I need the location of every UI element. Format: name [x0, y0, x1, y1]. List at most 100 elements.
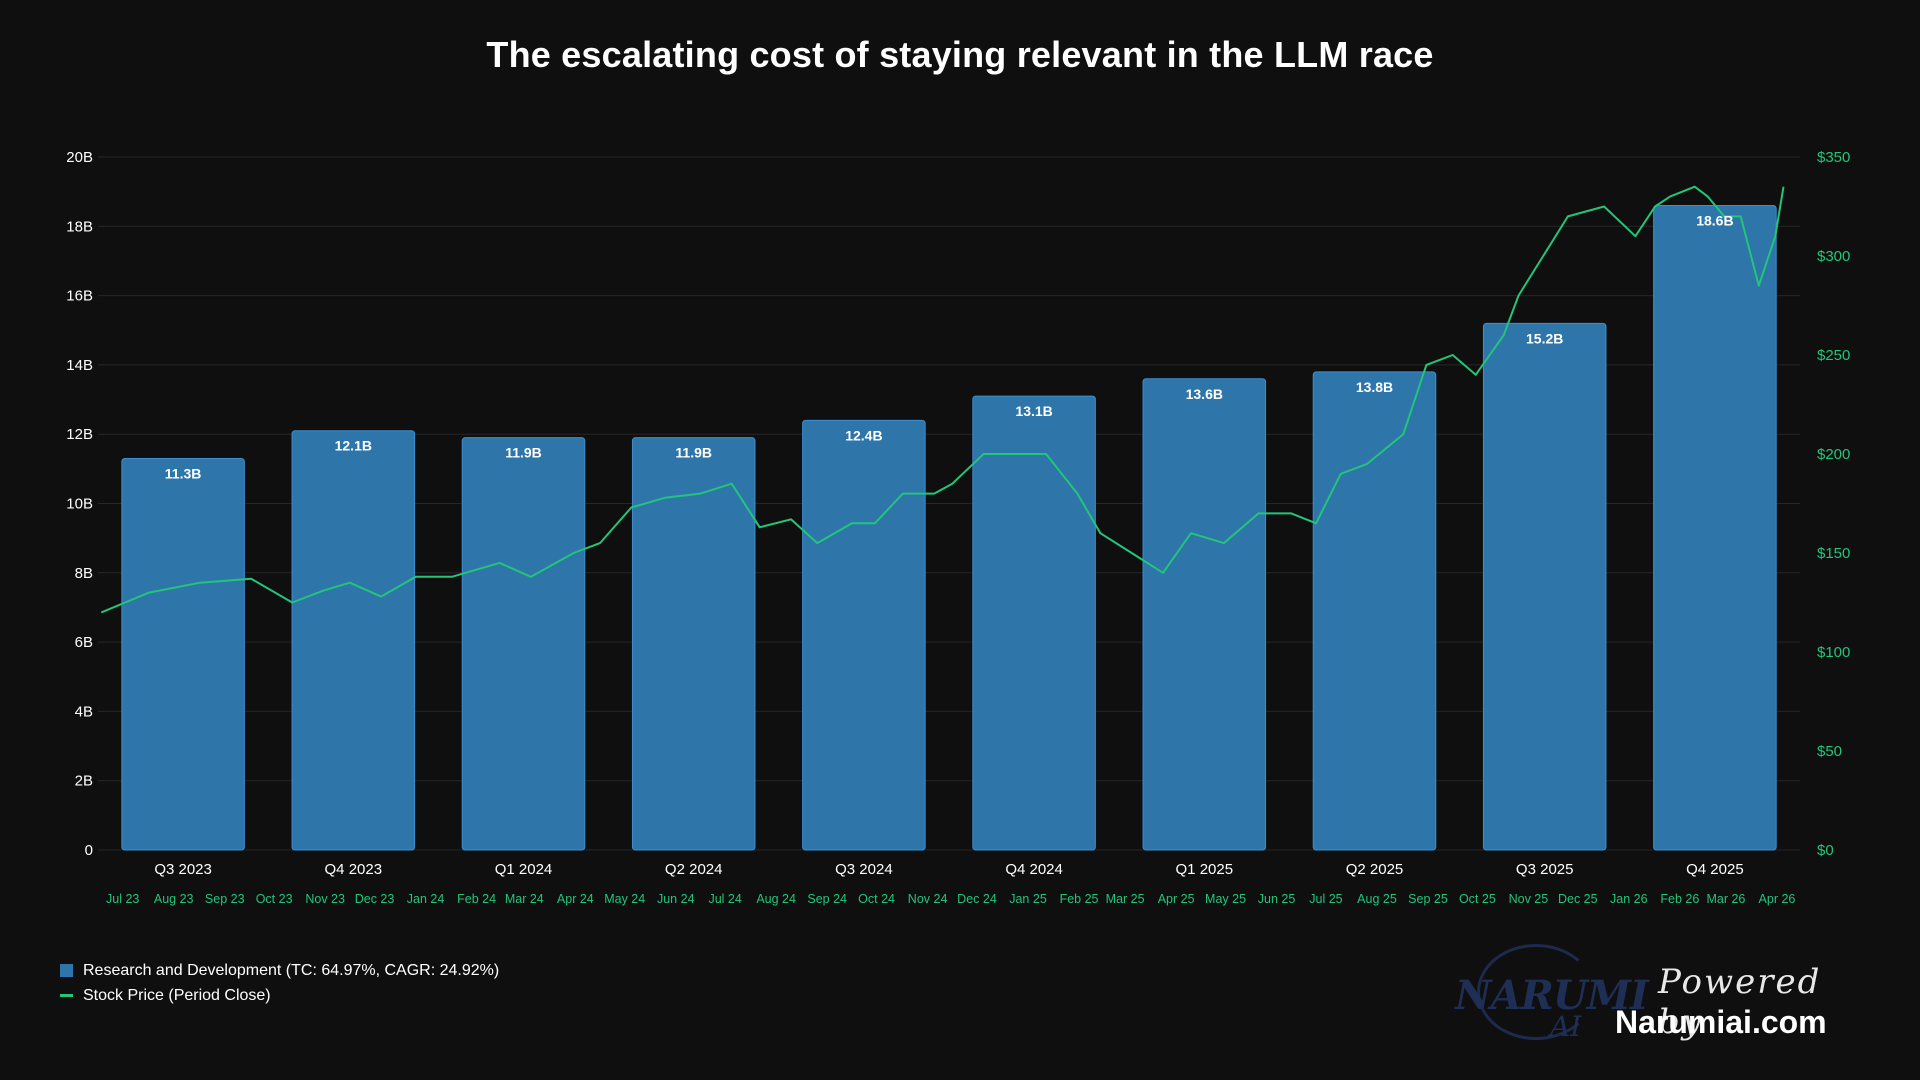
logo-text: NARUMI: [1455, 972, 1649, 1019]
bar-value-label: 18.6B: [1696, 213, 1733, 229]
bar-value-label: 13.1B: [1015, 403, 1052, 419]
bar-value-label: 12.4B: [845, 427, 882, 443]
x-month-label: Jan 25: [1009, 892, 1047, 906]
x-month-label: Mar 24: [505, 892, 544, 906]
y-left-tick-label: 16B: [66, 288, 93, 305]
x-month-label: Jul 25: [1309, 892, 1342, 906]
x-month-label: Jan 24: [407, 892, 445, 906]
x-month-label: Sep 24: [807, 892, 847, 906]
x-month-label: Aug 23: [154, 892, 194, 906]
x-month-label: Jul 24: [708, 892, 741, 906]
x-month-label: Jun 24: [657, 892, 695, 906]
y-left-tick-label: 14B: [66, 357, 93, 374]
y-left-tick-label: 4B: [75, 703, 93, 720]
x-month-label: May 24: [604, 892, 645, 906]
rd-bar[interactable]: [291, 430, 416, 851]
legend-swatch-stock: [60, 994, 73, 997]
rd-bar[interactable]: [631, 437, 756, 851]
bar-value-label: 13.6B: [1186, 386, 1223, 402]
logo-ring-icon: [1477, 944, 1595, 1040]
y-left-tick-label: 20B: [66, 149, 93, 166]
logo-sub: AI: [1550, 1010, 1582, 1043]
y-right-tick-label: $250: [1817, 347, 1850, 364]
legend-swatch-rd: [60, 964, 73, 977]
legend-item-stock[interactable]: Stock Price (Period Close): [60, 983, 499, 1008]
legend-label-stock: Stock Price (Period Close): [83, 986, 271, 1004]
y-right-tick-label: $150: [1817, 545, 1850, 562]
x-category-label: Q2 2024: [665, 861, 723, 878]
x-month-label: Nov 23: [305, 892, 345, 906]
rd-bar[interactable]: [1482, 322, 1607, 851]
y-right-tick-label: $300: [1817, 248, 1850, 265]
y-left-tick-label: 2B: [75, 773, 93, 790]
rd-bar[interactable]: [1312, 371, 1437, 851]
x-month-label: Feb 24: [457, 892, 496, 906]
bar-value-label: 12.1B: [335, 438, 372, 454]
rd-bar[interactable]: [1142, 378, 1267, 851]
x-month-label: Dec 23: [355, 892, 395, 906]
legend: Research and Development (TC: 64.97%, CA…: [60, 958, 499, 1008]
y-right-tick-label: $350: [1817, 149, 1850, 166]
y-right-tick-label: $100: [1817, 644, 1850, 661]
y-left-tick-label: 12B: [66, 426, 93, 443]
x-category-label: Q1 2024: [495, 861, 553, 878]
y-right-tick-label: $200: [1817, 446, 1850, 463]
x-category-label: Q4 2023: [325, 861, 383, 878]
rd-bar[interactable]: [121, 457, 245, 851]
watermark: NARUMI AI Powered by Narumiai.com: [1455, 938, 1865, 1048]
x-month-label: Mar 25: [1106, 892, 1145, 906]
x-category-label: Q1 2025: [1176, 861, 1234, 878]
bar-value-label: 15.2B: [1526, 330, 1563, 346]
y-right-tick-label: $0: [1817, 842, 1834, 859]
x-month-label: Oct 24: [858, 892, 895, 906]
x-month-label: Aug 24: [756, 892, 796, 906]
bars: [121, 205, 1777, 851]
x-month-label: Sep 25: [1408, 892, 1448, 906]
y-left-tick-label: 8B: [75, 565, 93, 582]
x-month-label: Jun 25: [1258, 892, 1296, 906]
powered-by-text: Powered by: [1658, 962, 1822, 1042]
x-month-label: Apr 26: [1759, 892, 1796, 906]
rd-bar[interactable]: [1653, 205, 1777, 851]
narumi-logo: NARUMI AI: [1455, 944, 1649, 1044]
rd-bar[interactable]: [802, 419, 926, 851]
chart-title: The escalating cost of staying relevant …: [486, 34, 1434, 75]
stock-line-layer: [100, 185, 1785, 614]
x-month-label: Feb 26: [1660, 892, 1699, 906]
legend-label-rd: Research and Development (TC: 64.97%, CA…: [83, 961, 500, 979]
bar-value-label: 11.3B: [165, 465, 202, 481]
axes: 0 2B 4B 6B 8B 10B 12B 14B 16B 18B 20B $0 $50 $100 $150…: [66, 149, 1850, 906]
x-month-label: Apr 24: [557, 892, 594, 906]
x-month-label: Jan 26: [1610, 892, 1648, 906]
stock-price-line[interactable]: [100, 185, 1785, 614]
x-category-label: Q3 2024: [835, 861, 893, 878]
bar-labels: 11.3B 12.1B 11.9B 11.9B 12.4B 13.1B 13.6B 13.8B…: [165, 213, 1734, 482]
site-name: Narumiai.com: [1615, 1004, 1827, 1040]
rd-bar[interactable]: [972, 395, 1096, 851]
x-month-label: Oct 23: [256, 892, 293, 906]
y-left-tick-label: 0: [85, 842, 93, 859]
x-category-label: Q3 2025: [1516, 861, 1574, 878]
x-category-label: Q4 2024: [1005, 861, 1063, 878]
x-month-label: Jul 23: [106, 892, 139, 906]
x-month-label: May 25: [1205, 892, 1246, 906]
rd-bar[interactable]: [461, 437, 586, 851]
x-month-label: Feb 25: [1060, 892, 1099, 906]
x-month-label: Apr 25: [1158, 892, 1195, 906]
x-category-label: Q2 2025: [1346, 861, 1404, 878]
x-month-label: Dec 25: [1558, 892, 1598, 906]
y-right-tick-label: $50: [1817, 743, 1842, 760]
x-month-label: Oct 25: [1459, 892, 1496, 906]
x-category-label: Q3 2023: [154, 861, 212, 878]
x-category-label: Q4 2025: [1686, 861, 1744, 878]
x-month-label: Mar 26: [1706, 892, 1745, 906]
bar-value-label: 13.8B: [1356, 379, 1393, 395]
x-month-label: Nov 24: [908, 892, 948, 906]
y-left-tick-label: 6B: [75, 634, 93, 651]
legend-item-rd[interactable]: Research and Development (TC: 64.97%, CA…: [60, 958, 499, 983]
y-left-tick-label: 10B: [66, 496, 93, 513]
x-month-label: Aug 25: [1357, 892, 1397, 906]
x-month-label: Sep 23: [205, 892, 245, 906]
x-month-label: Nov 25: [1509, 892, 1549, 906]
